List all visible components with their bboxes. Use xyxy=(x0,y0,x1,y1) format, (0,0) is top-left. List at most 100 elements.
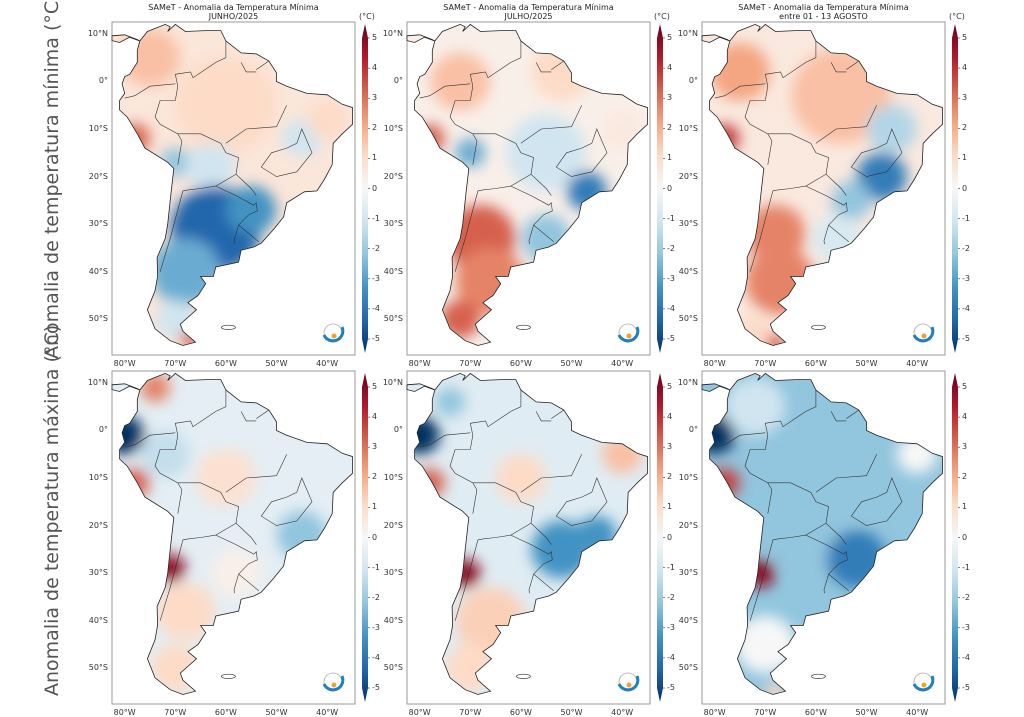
colorbar-tick-label: -3 xyxy=(372,622,380,632)
longitude-tick-label: 80°W xyxy=(408,708,431,717)
country-border xyxy=(225,105,287,144)
country-border xyxy=(260,477,313,526)
latitude-tick-label: 20°S xyxy=(383,520,403,530)
latitude-tick-label: 0° xyxy=(393,425,403,435)
country-border xyxy=(830,62,847,73)
longitude-tick-label: 80°W xyxy=(113,359,136,368)
country-border xyxy=(815,454,877,493)
falkland-islands xyxy=(811,673,826,679)
anomaly-area xyxy=(735,615,796,674)
latitude-tick-label: 10°N xyxy=(87,28,108,38)
longitude-tick-label: 60°W xyxy=(509,359,532,368)
colorbar-tick-label: 1 xyxy=(667,502,673,512)
country-border xyxy=(449,390,522,514)
colorbar-tick-label: 1 xyxy=(667,153,673,163)
colorbar-tick-label: 5 xyxy=(372,382,378,391)
colorbar-tick-label: 0 xyxy=(962,532,968,542)
country-border xyxy=(535,62,552,73)
country-border xyxy=(749,538,778,621)
panel-title: SAMeT - Anomalia da Temperatura Mínima JU… xyxy=(399,3,659,21)
colorbar-tick-label: 5 xyxy=(667,33,673,42)
latitude-tick-label: 10°N xyxy=(677,377,698,387)
longitude-tick-label: 70°W xyxy=(754,359,777,368)
panel-title: SAMeT - Anomalia da Temperatura Mínima JU… xyxy=(104,3,364,21)
longitude-tick-label: 50°W xyxy=(265,359,288,368)
cptec-logo-icon xyxy=(617,323,640,343)
country-border xyxy=(850,477,903,526)
anomaly-area xyxy=(856,152,907,201)
country-border xyxy=(419,83,471,99)
colorbar-tick-label: 4 xyxy=(372,63,378,73)
colorbar-tick-label: -1 xyxy=(962,562,970,572)
longitude-tick-label: 70°W xyxy=(164,359,187,368)
panel-subtitle: JUNHO/2025 xyxy=(208,12,259,21)
anomaly-area xyxy=(725,377,786,436)
country-border xyxy=(805,185,849,243)
anomaly-area xyxy=(185,143,236,192)
longitude-tick-label: 60°W xyxy=(804,359,827,368)
latitude-tick-label: 10°N xyxy=(382,377,403,387)
panel-title-line: SAMeT - Anomalia da Temperatura Mínima xyxy=(738,3,909,12)
longitude-tick-label: 80°W xyxy=(113,708,136,717)
longitude-tick-label: 80°W xyxy=(703,359,726,368)
country-border xyxy=(551,60,565,70)
country-border xyxy=(520,105,582,144)
country-border xyxy=(260,128,313,177)
country-border xyxy=(454,189,483,272)
country-border xyxy=(530,173,552,196)
colorbar-tick-label: -3 xyxy=(962,273,970,283)
latitude-tick-label: 20°S xyxy=(678,171,698,181)
colorbar-tick-label: 3 xyxy=(372,442,378,452)
country-border xyxy=(744,390,817,514)
country-border xyxy=(233,225,239,245)
colorbar-tick-label: 4 xyxy=(667,412,673,422)
longitude-tick-label: 60°W xyxy=(804,708,827,717)
colorbar-tick-label: -1 xyxy=(372,213,380,223)
cptec-logo-icon xyxy=(912,672,935,692)
cptec-logo-icon xyxy=(322,323,345,343)
latitude-tick-label: 50°S xyxy=(383,663,403,673)
colorbar-tick-label: -1 xyxy=(962,213,970,223)
latitude-tick-label: 10°N xyxy=(677,28,698,38)
country-border xyxy=(256,60,270,70)
country-border xyxy=(187,534,216,540)
falkland-islands xyxy=(516,673,531,679)
latitude-tick-label: 40°S xyxy=(88,615,108,625)
country-border xyxy=(225,454,287,493)
colorbar-tick-label: -1 xyxy=(667,213,675,223)
latitude-tick-label: 30°S xyxy=(383,219,403,229)
country-border xyxy=(454,538,483,621)
country-border xyxy=(551,409,565,419)
country-border xyxy=(815,105,877,144)
anomaly-area xyxy=(506,114,587,192)
latitude-tick-label: 40°S xyxy=(678,615,698,625)
latitude-tick-label: 20°S xyxy=(678,520,698,530)
latitude-tick-label: 10°S xyxy=(678,473,698,483)
colorbar-tick-label: -1 xyxy=(372,562,380,572)
colorbar-tick-label: 2 xyxy=(962,123,968,133)
anomaly-area xyxy=(226,185,277,234)
country-border xyxy=(777,534,806,540)
latitude-tick-label: 10°N xyxy=(87,377,108,387)
country-border xyxy=(744,41,817,165)
colorbar-tick-label: -4 xyxy=(372,652,380,662)
longitude-tick-label: 80°W xyxy=(408,359,431,368)
colorbar-tick-label: -5 xyxy=(372,334,380,343)
longitude-tick-label: 70°W xyxy=(459,359,482,368)
anomaly-area xyxy=(211,549,262,598)
longitude-tick-label: 50°W xyxy=(560,708,583,717)
longitude-tick-label: 70°W xyxy=(164,708,187,717)
colorbar-tick-label: -2 xyxy=(667,592,675,602)
anomaly-area xyxy=(765,682,786,695)
longitude-tick-label: 50°W xyxy=(855,708,878,717)
latitude-tick-label: 40°S xyxy=(383,266,403,276)
falkland-islands xyxy=(221,673,236,679)
anomaly-area xyxy=(140,430,191,479)
country-border xyxy=(235,173,257,196)
country-border xyxy=(510,185,554,243)
latitude-tick-label: 50°S xyxy=(678,314,698,324)
cptec-logo-icon xyxy=(912,323,935,343)
colorbar-tick-label: -4 xyxy=(667,652,675,662)
country-border xyxy=(830,411,847,422)
